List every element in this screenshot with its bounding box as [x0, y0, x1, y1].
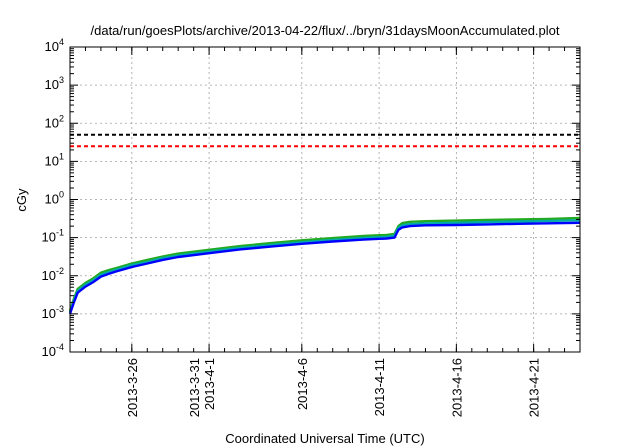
y-tick-label: 103 [45, 75, 64, 92]
x-tick-label: 2013-4-21 [527, 358, 542, 417]
x-tick-label: 2013-4-16 [449, 358, 464, 417]
reference-lines [70, 133, 580, 148]
y-tick-label: 10-1 [42, 228, 64, 245]
series-line [68, 219, 581, 313]
x-tick-label: 2013-4-11 [372, 358, 387, 416]
series-line [68, 221, 581, 315]
x-tick-label: 2013-3-26 [125, 358, 140, 417]
series-layer [68, 216, 581, 315]
y-axis-label: cGy [14, 188, 29, 212]
x-tick-label: 2013-4-6 [295, 358, 310, 410]
y-tick-label: 102 [45, 113, 64, 130]
x-tick-label: 2013-4-1 [202, 358, 217, 410]
y-tick-label: 101 [45, 151, 64, 168]
x-axis-label: Coordinated Universal Time (UTC) [225, 431, 424, 446]
y-tick-label: 10-3 [42, 304, 64, 321]
x-tick-label: 2013-3-31 [187, 358, 202, 417]
y-tick-label: 10-4 [42, 342, 64, 359]
chart-title: /data/run/goesPlots/archive/2013-04-22/f… [91, 23, 560, 38]
y-tick-labels: 10-4 10-3 10-2 10-1 100 101 102 103 104 [42, 37, 64, 359]
series-line [68, 216, 581, 312]
ticks [69, 46, 581, 353]
y-tick-label: 100 [45, 190, 64, 207]
y-tick-label: 104 [45, 37, 64, 54]
y-tick-label: 10-2 [42, 266, 64, 283]
grid [70, 47, 580, 352]
x-tick-labels: 2013-3-26 2013-3-31 2013-4-1 2013-4-6 2013-4… [125, 358, 542, 417]
